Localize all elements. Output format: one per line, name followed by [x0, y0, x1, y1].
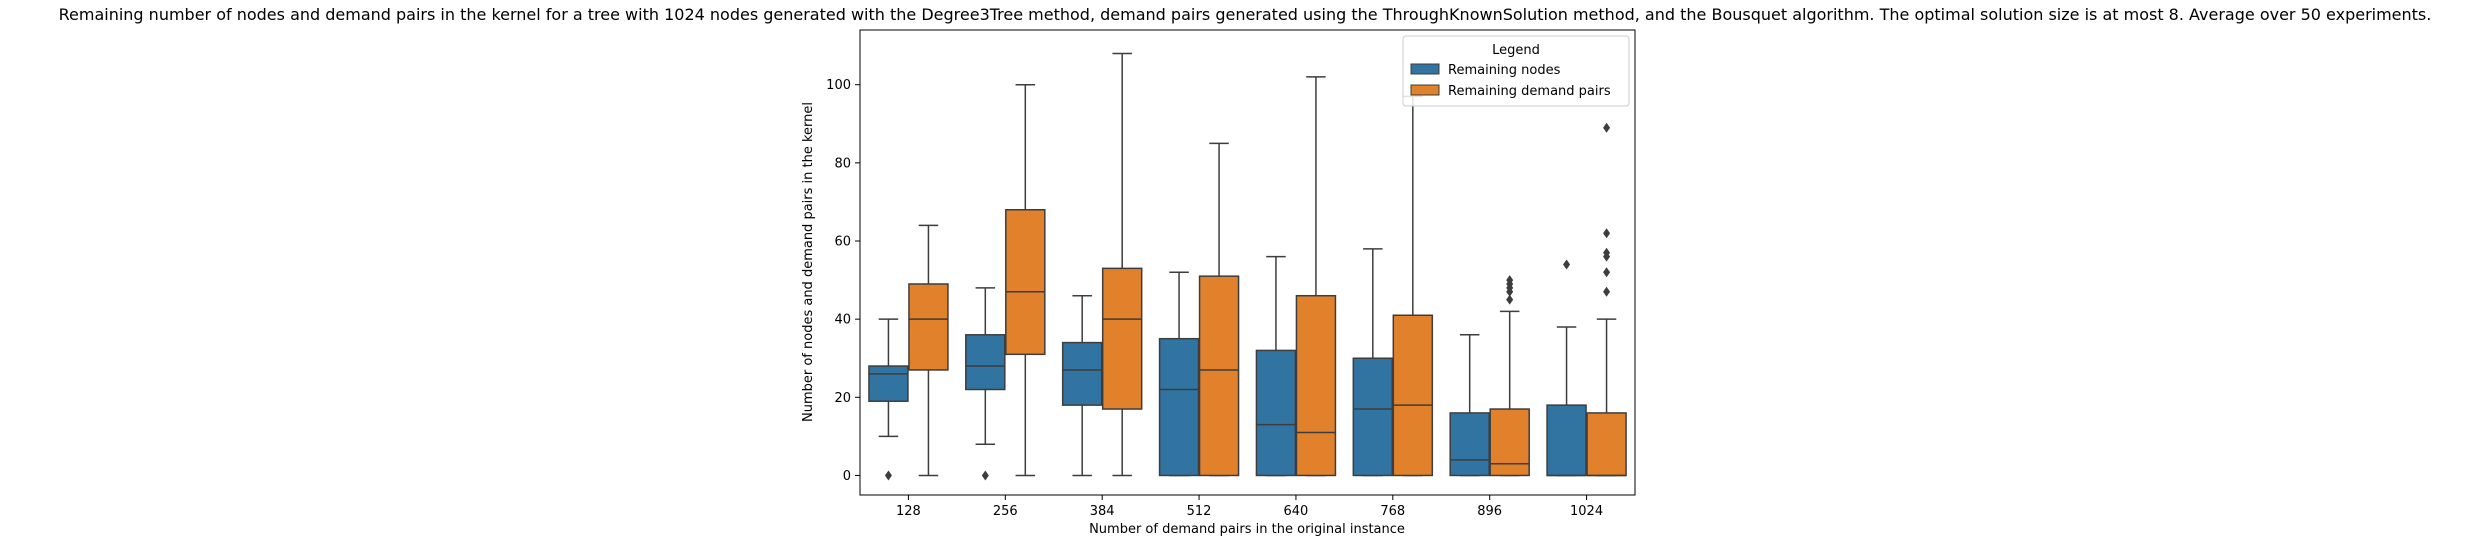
x-tick-label: 384: [1090, 504, 1115, 519]
outlier-point: [1506, 275, 1514, 286]
box-512-series-0: [1158, 271, 1200, 477]
y-tick-label: 0: [843, 469, 851, 484]
x-tick-label: 896: [1477, 504, 1502, 519]
box-iqr: [1061, 341, 1103, 406]
box-256-series-0: [965, 287, 1006, 481]
box-640-series-0: [1255, 255, 1297, 477]
box-iqr: [868, 365, 909, 402]
box-1024-series-0: [1546, 259, 1587, 477]
boxes-layer: [868, 52, 1627, 481]
y-tick-label: 20: [834, 391, 851, 406]
x-tick-label: 512: [1187, 504, 1212, 519]
legend-frame: [1402, 35, 1630, 107]
box-1024-series-1: [1586, 122, 1627, 477]
outlier-point: [1563, 259, 1571, 270]
y-axis: 0 20 40 60 80 100: [826, 78, 860, 484]
box-iqr: [1295, 294, 1337, 477]
box-512-series-1: [1198, 142, 1240, 477]
x-tick-label: 1024: [1570, 504, 1603, 519]
x-tick-label: 256: [993, 504, 1018, 519]
outlier-point: [1603, 228, 1611, 239]
box-iqr: [1489, 408, 1530, 477]
box-iqr: [1101, 267, 1143, 410]
x-tick-label: 128: [896, 504, 921, 519]
box-iqr: [1198, 275, 1240, 477]
legend-title: Legend: [1492, 43, 1540, 58]
outlier-point: [981, 470, 989, 481]
y-tick-label: 80: [834, 156, 851, 171]
legend-label: Remaining nodes: [1448, 63, 1561, 78]
box-896-series-0: [1449, 334, 1490, 477]
legend-label: Remaining demand pairs: [1448, 84, 1611, 99]
x-tick-label: 768: [1380, 504, 1405, 519]
box-iqr: [965, 334, 1006, 391]
box-384-series-0: [1061, 294, 1103, 477]
box-128-series-1: [908, 224, 949, 477]
box-iqr: [908, 283, 949, 371]
box-iqr: [1255, 349, 1297, 477]
box-iqr: [1352, 357, 1394, 477]
y-tick-label: 40: [834, 313, 851, 328]
outlier-point: [1506, 294, 1514, 305]
box-640-series-1: [1295, 76, 1337, 477]
outlier-point: [884, 470, 892, 481]
box-iqr: [1005, 208, 1046, 356]
plot-frame: [859, 29, 1636, 496]
outlier-point: [1603, 122, 1611, 133]
legend-swatch: [1410, 63, 1440, 75]
box-384-series-1: [1101, 52, 1143, 477]
legend: Legend Remaining nodes Remaining demand p…: [1402, 35, 1630, 107]
box-256-series-1: [1005, 83, 1046, 477]
outlier-point: [1603, 286, 1611, 297]
box-iqr: [1158, 337, 1200, 477]
x-axis-label: Number of demand pairs in the original i…: [1089, 522, 1405, 537]
x-axis: 128 256 384 512 640 768 896 1024: [896, 495, 1603, 519]
x-tick-label: 640: [1284, 504, 1309, 519]
box-iqr: [1586, 412, 1627, 477]
legend-swatch: [1410, 84, 1440, 96]
box-iqr: [1449, 412, 1490, 477]
box-iqr: [1546, 404, 1587, 477]
y-tick-label: 100: [826, 78, 851, 93]
box-iqr: [1392, 314, 1434, 477]
y-tick-label: 60: [834, 235, 851, 250]
chart-title: Remaining number of nodes and demand pai…: [58, 5, 2432, 24]
box-768-series-1: [1392, 95, 1434, 477]
y-axis-label: Number of nodes and demand pairs in the …: [801, 102, 816, 422]
outlier-point: [1603, 247, 1611, 258]
box-896-series-1: [1489, 275, 1530, 477]
box-768-series-0: [1352, 248, 1394, 477]
box-128-series-0: [868, 318, 909, 481]
outlier-point: [1603, 267, 1611, 278]
